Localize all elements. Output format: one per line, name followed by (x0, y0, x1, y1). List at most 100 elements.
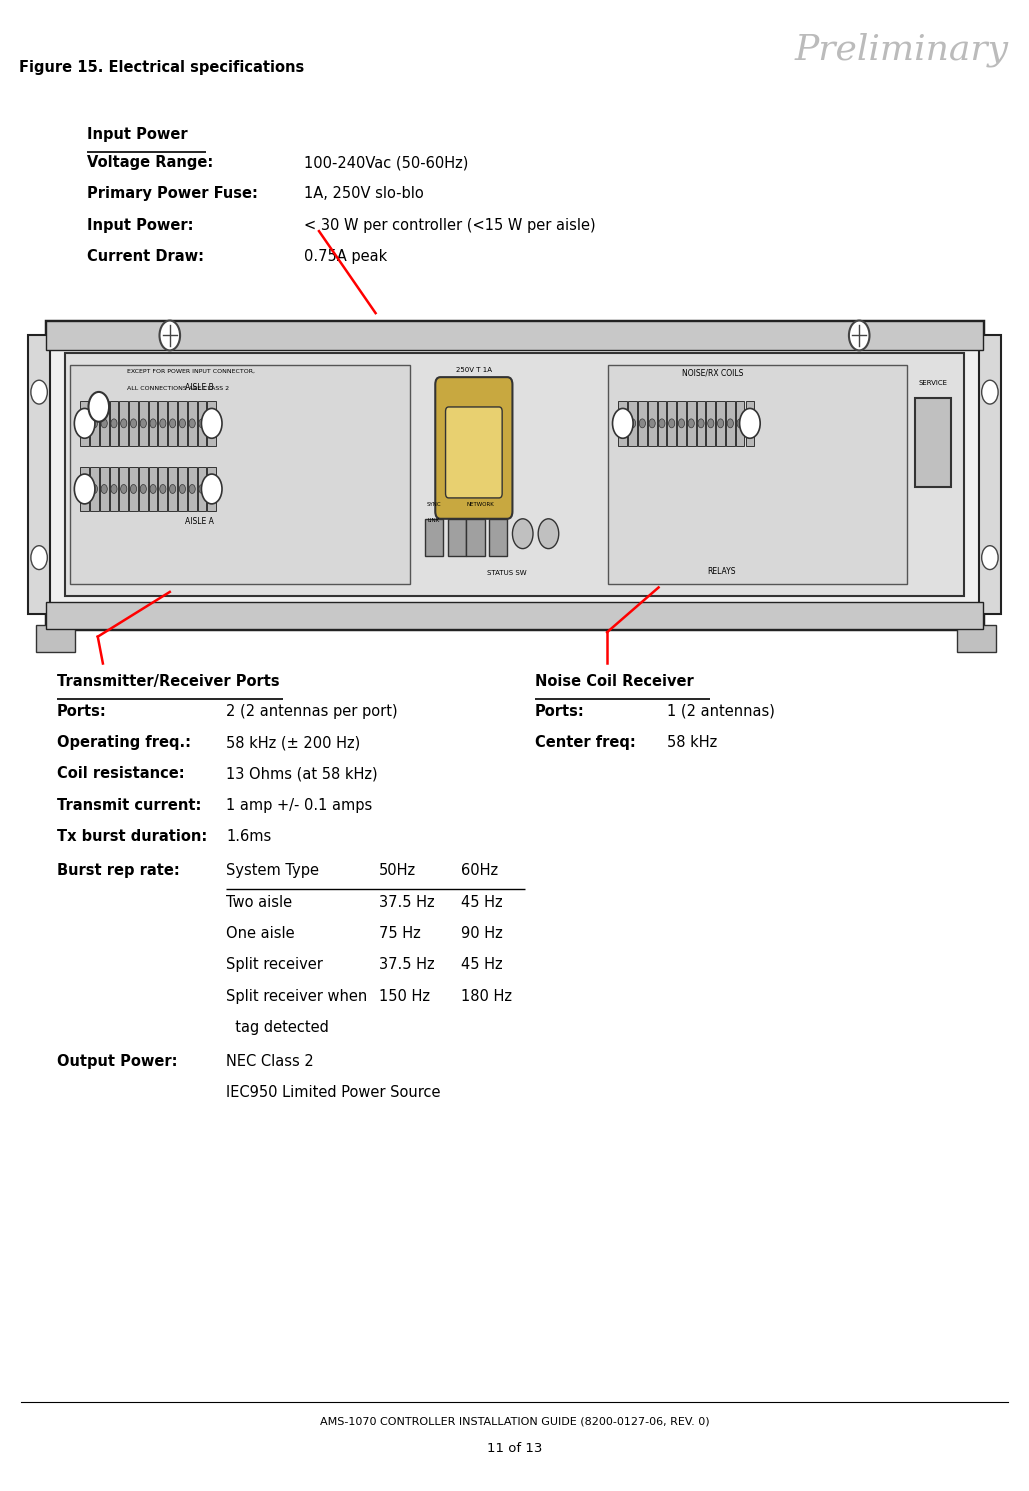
Text: IEC950 Limited Power Source: IEC950 Limited Power Source (226, 1085, 440, 1100)
Bar (119, 401, 128, 446)
Text: NOISE/RX COILS: NOISE/RX COILS (682, 368, 743, 377)
Text: 90 Hz: 90 Hz (461, 926, 503, 941)
Circle shape (74, 474, 95, 504)
Circle shape (170, 485, 176, 494)
Text: 45 Hz: 45 Hz (461, 895, 502, 910)
Circle shape (538, 519, 559, 549)
Circle shape (669, 419, 675, 428)
Bar (149, 401, 157, 446)
Bar (706, 401, 715, 446)
Bar (658, 401, 667, 446)
Circle shape (159, 419, 166, 428)
Circle shape (649, 419, 655, 428)
Circle shape (131, 419, 137, 428)
Circle shape (199, 419, 205, 428)
Text: SERVICE: SERVICE (919, 380, 948, 386)
Text: RELAYS: RELAYS (707, 567, 736, 576)
Bar (198, 401, 206, 446)
Circle shape (111, 485, 117, 494)
Text: 100-240Vac (50-60Hz): 100-240Vac (50-60Hz) (304, 155, 468, 170)
Bar (716, 401, 724, 446)
Text: 58 kHz: 58 kHz (667, 735, 717, 750)
Bar (207, 467, 216, 511)
Text: SYNC: SYNC (427, 502, 441, 507)
Bar (686, 401, 696, 446)
FancyBboxPatch shape (435, 377, 512, 519)
Text: Input Power:: Input Power: (87, 218, 193, 233)
Circle shape (708, 419, 714, 428)
Text: STATUS SW: STATUS SW (488, 570, 527, 576)
Text: Preliminary: Preliminary (794, 33, 1008, 67)
Circle shape (189, 419, 196, 428)
Text: 37.5 Hz: 37.5 Hz (379, 957, 434, 972)
Text: Center freq:: Center freq: (535, 735, 636, 750)
Bar (957, 625, 996, 652)
Text: 58 kHz (± 200 Hz): 58 kHz (± 200 Hz) (226, 735, 360, 750)
Circle shape (31, 546, 47, 570)
Circle shape (81, 419, 87, 428)
Bar (149, 467, 157, 511)
Bar (608, 365, 907, 584)
Bar (36, 625, 75, 652)
Bar (667, 401, 676, 446)
Bar (736, 401, 744, 446)
Bar (489, 519, 507, 556)
Text: Ports:: Ports: (57, 704, 106, 719)
Bar (80, 467, 88, 511)
Circle shape (612, 409, 633, 438)
Bar (198, 467, 206, 511)
Text: < 30 W per controller (<15 W per aisle): < 30 W per controller (<15 W per aisle) (304, 218, 595, 233)
Circle shape (659, 419, 665, 428)
Circle shape (698, 419, 704, 428)
Circle shape (209, 419, 215, 428)
Circle shape (31, 380, 47, 404)
Circle shape (101, 485, 107, 494)
Bar (726, 401, 735, 446)
Circle shape (982, 546, 998, 570)
Text: NETWORK: NETWORK (466, 502, 494, 507)
Circle shape (179, 419, 185, 428)
Circle shape (199, 485, 205, 494)
Circle shape (747, 419, 753, 428)
Bar (91, 401, 99, 446)
Circle shape (120, 419, 127, 428)
Text: Burst rep rate:: Burst rep rate: (57, 863, 179, 878)
Circle shape (982, 380, 998, 404)
Circle shape (688, 419, 695, 428)
Circle shape (678, 419, 684, 428)
Bar (139, 401, 148, 446)
Text: 75 Hz: 75 Hz (379, 926, 421, 941)
Text: tag detected: tag detected (226, 1020, 329, 1035)
Circle shape (737, 419, 743, 428)
Bar (70, 365, 410, 584)
Text: Operating freq.:: Operating freq.: (57, 735, 190, 750)
Bar (100, 467, 109, 511)
Circle shape (619, 419, 626, 428)
Text: 1 amp +/- 0.1 amps: 1 amp +/- 0.1 amps (226, 798, 372, 813)
Circle shape (512, 519, 533, 549)
Text: System Type: System Type (226, 863, 319, 878)
Text: 1A, 250V slo-blo: 1A, 250V slo-blo (304, 186, 423, 201)
Bar (110, 401, 118, 446)
Text: Split receiver when: Split receiver when (226, 989, 367, 1003)
Bar (178, 467, 187, 511)
Bar (28, 335, 50, 614)
Text: 45 Hz: 45 Hz (461, 957, 502, 972)
Text: Transmitter/Receiver Ports: Transmitter/Receiver Ports (57, 674, 279, 689)
Bar (158, 467, 168, 511)
Circle shape (159, 485, 166, 494)
Circle shape (209, 485, 215, 494)
Bar (169, 401, 177, 446)
Circle shape (717, 419, 723, 428)
Bar (80, 401, 88, 446)
Bar (46, 321, 983, 350)
Circle shape (202, 474, 222, 504)
Circle shape (150, 485, 156, 494)
Bar (187, 467, 197, 511)
Circle shape (150, 419, 156, 428)
Bar (158, 401, 168, 446)
Text: LINK: LINK (427, 519, 439, 523)
Text: AISLE B: AISLE B (184, 383, 213, 392)
Bar (46, 321, 983, 629)
Bar (130, 467, 138, 511)
